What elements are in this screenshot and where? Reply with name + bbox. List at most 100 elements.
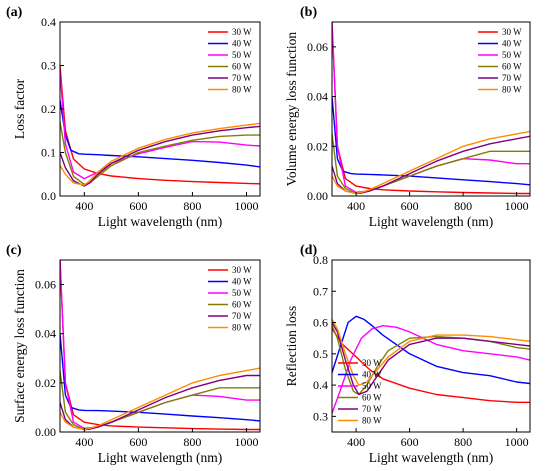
- legend-label: 70 W: [362, 404, 382, 414]
- x-tick-label: 800: [183, 435, 201, 449]
- y-tick-label: 0.3: [41, 59, 56, 73]
- y-axis-title: Surface energy loss function: [12, 269, 27, 423]
- x-tick-label: 600: [401, 199, 419, 213]
- legend-label: 50 W: [502, 50, 522, 60]
- series-line-30w: [332, 22, 530, 195]
- legend-label: 50 W: [362, 381, 382, 391]
- legend-label: 50 W: [232, 50, 252, 60]
- legend-label: 70 W: [502, 73, 522, 83]
- legend-label: 50 W: [232, 288, 252, 298]
- legend-label: 60 W: [502, 62, 522, 72]
- x-tick-label: 1000: [505, 199, 529, 213]
- legend-label: 80 W: [502, 85, 522, 95]
- plot-frame: [331, 259, 531, 433]
- legend: 30 W 40 W50 W 60 W70 W 80 W: [338, 358, 382, 426]
- legend-label: 30 W: [502, 27, 522, 37]
- legend: 30 W 40 W50 W 60 W70 W 80 W: [478, 27, 522, 95]
- legend-label: 40 W: [362, 370, 382, 380]
- y-tick-label: 0.02: [307, 139, 328, 153]
- chart-panel-1: (a) 400 600 800 1000 0.0 0.1 0.2 0.3 0.4 Light wav…: [6, 5, 261, 229]
- series-line-40w: [60, 99, 260, 168]
- plot-frame: [59, 259, 261, 433]
- x-tick-label: 800: [454, 199, 472, 213]
- legend-label: 30 W: [232, 265, 252, 275]
- x-tick-label: 1000: [505, 435, 529, 449]
- legend-label: 40 W: [232, 39, 252, 49]
- series-line-40w: [332, 315, 530, 385]
- legend-label: 60 W: [232, 300, 252, 310]
- y-tick-label: 0.06: [307, 40, 328, 54]
- series-line-50w: [60, 260, 260, 429]
- legend-label: 70 W: [232, 73, 252, 83]
- series-line-30w: [60, 64, 260, 185]
- series-line-70w: [60, 374, 260, 431]
- legend-label: 40 W: [232, 277, 252, 287]
- series-line-70w: [332, 321, 530, 396]
- y-tick-label: 0.2: [41, 102, 56, 116]
- legend-label: 30 W: [362, 358, 382, 368]
- y-tick-label: 0.8: [313, 253, 328, 267]
- panel-label: (a): [6, 5, 23, 20]
- y-axis-title: Volume energy loss function: [284, 32, 299, 187]
- x-axis-title: Light wavelength (nm): [98, 450, 222, 465]
- y-tick-label: 0.1: [41, 146, 56, 160]
- plot-frame: [331, 21, 531, 197]
- legend-label: 80 W: [362, 416, 382, 426]
- y-tick-label: 0.4: [41, 15, 56, 29]
- x-tick-label: 800: [183, 199, 201, 213]
- series-line-80w: [332, 318, 530, 386]
- x-tick-label: 400: [347, 199, 365, 213]
- y-tick-label: 0.00: [307, 189, 328, 203]
- chart-panel-2: (b) 400 600 800 1000 0.00 0.02 0.04 0.06 Light wa…: [284, 5, 531, 229]
- y-tick-label: 0.02: [35, 376, 56, 390]
- legend-label: 60 W: [232, 62, 252, 72]
- legend: 30 W 40 W50 W 60 W70 W 80 W: [208, 265, 252, 333]
- series-line-40w: [332, 95, 530, 186]
- legend-label: 80 W: [232, 323, 252, 333]
- chart-panel-4: (d) 400 600 800 1000 0.3 0.4 0.5 0.6 0.7 0.8 Light …: [284, 243, 531, 465]
- series-line-60w: [60, 121, 260, 185]
- series-line-70w: [60, 125, 260, 187]
- x-tick-label: 400: [75, 199, 93, 213]
- series-line-40w: [60, 333, 260, 422]
- legend-label: 80 W: [232, 85, 252, 95]
- panel-label: (d): [300, 243, 317, 258]
- y-axis-title: Reflection loss: [284, 306, 299, 387]
- x-tick-label: 800: [454, 435, 472, 449]
- x-tick-label: 1000: [234, 199, 258, 213]
- x-tick-label: 600: [129, 199, 147, 213]
- y-tick-label: 0.7: [313, 284, 328, 298]
- series-line-70w: [332, 135, 530, 195]
- legend-label: 40 W: [502, 39, 522, 49]
- x-tick-label: 600: [129, 435, 147, 449]
- series-line-80w: [60, 367, 260, 431]
- x-tick-label: 600: [401, 435, 419, 449]
- series-line-80w: [60, 122, 260, 186]
- series-line-80w: [332, 130, 530, 195]
- x-axis-title: Light wavelength (nm): [98, 214, 222, 229]
- chart-panel-3: (c) 400 600 800 1000 0.00 0.02 0.04 0.06 Light wa…: [6, 243, 261, 465]
- legend-label: 30 W: [232, 27, 252, 37]
- y-tick-label: 0.00: [35, 425, 56, 439]
- y-tick-label: 0.04: [35, 327, 56, 341]
- y-tick-label: 0.3: [313, 409, 328, 423]
- legend-label: 70 W: [232, 311, 252, 321]
- series-line-50w: [332, 325, 530, 414]
- series-line-50w: [60, 69, 260, 180]
- x-tick-label: 400: [347, 435, 365, 449]
- panel-label: (b): [300, 5, 317, 20]
- series-line-50w: [332, 22, 530, 193]
- legend-label: 60 W: [362, 393, 382, 403]
- series-line-30w: [60, 260, 260, 431]
- x-axis-title: Light wavelength (nm): [369, 450, 493, 465]
- y-tick-label: 0.5: [313, 347, 328, 361]
- y-tick-label: 0.6: [313, 316, 328, 330]
- y-tick-label: 0.4: [313, 378, 328, 392]
- panel-label: (c): [6, 243, 22, 258]
- y-tick-label: 0.04: [307, 90, 328, 104]
- x-tick-label: 400: [75, 435, 93, 449]
- y-tick-label: 0.0: [41, 189, 56, 203]
- y-axis-title: Loss factor: [12, 78, 27, 139]
- x-tick-label: 1000: [234, 435, 258, 449]
